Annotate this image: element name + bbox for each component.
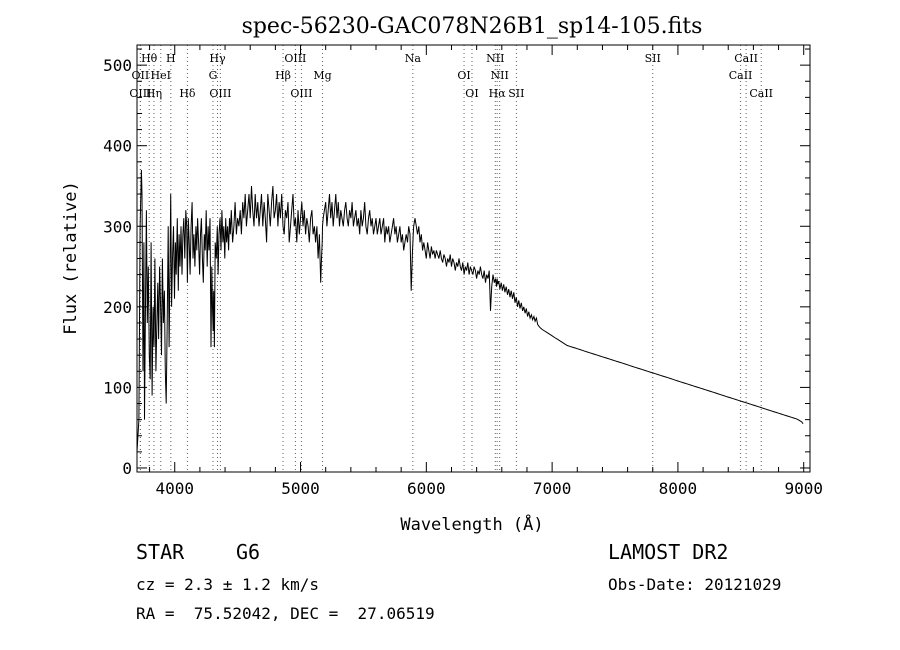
- x-tick-label: 6000: [407, 479, 446, 498]
- line-marker-label: H: [166, 52, 176, 65]
- line-marker-label: Mg: [313, 69, 331, 82]
- line-marker-label: NII: [491, 69, 509, 82]
- y-tick-label: 300: [103, 217, 132, 236]
- x-tick-label: 5000: [281, 479, 320, 498]
- plot-frame: [136, 44, 811, 473]
- x-tick-label: 7000: [533, 479, 572, 498]
- x-axis-ticks: 4000 5000 6000 7000 8000 9000: [149, 45, 823, 498]
- cz-value: cz = 2.3 ± 1.2 km/s: [136, 575, 320, 594]
- line-marker-labels: Hθ H Hγ OIII Na NII SII CaII OII HeI G Hβ Mg OI NII CaI…: [129, 52, 773, 100]
- line-marker-label: SII: [645, 52, 661, 65]
- class-label: STAR: [136, 540, 185, 564]
- line-marker-label: OI: [457, 69, 470, 82]
- line-marker-label: Hα: [489, 87, 507, 100]
- line-marker-label: CaII: [729, 69, 753, 82]
- line-marker-label: Hθ: [141, 52, 158, 65]
- spectrum-line: [136, 169, 804, 452]
- ra-dec: RA = 75.52042, DEC = 27.06519: [136, 604, 435, 623]
- line-marker-label: Hβ: [275, 69, 291, 82]
- line-marker-label: Hγ: [209, 52, 226, 65]
- obs-date: Obs-Date: 20121029: [608, 575, 782, 594]
- line-marker-label: OIII: [284, 52, 306, 65]
- x-tick-label: 4000: [155, 479, 194, 498]
- line-marker-label: OIII: [290, 87, 312, 100]
- y-tick-label: 0: [122, 459, 132, 478]
- survey-label: LAMOST DR2: [608, 540, 729, 564]
- y-axis-label: Flux (relative): [61, 181, 81, 335]
- line-marker-label: Hη: [146, 87, 162, 100]
- line-marker-label: NII: [486, 52, 504, 65]
- line-marker-label: Hδ: [179, 87, 196, 100]
- line-marker-label: OIII: [209, 87, 231, 100]
- chart-title: spec-56230-GAC078N26B1_sp14-105.fits: [242, 14, 703, 39]
- y-tick-label: 200: [103, 298, 132, 317]
- line-marker-label: OII: [132, 69, 150, 82]
- x-axis-label: Wavelength (Å): [400, 513, 543, 535]
- y-tick-label: 100: [103, 378, 132, 397]
- y-axis-ticks: 0 100 200 300 400 500: [103, 48, 810, 478]
- line-marker-label: OI: [465, 87, 478, 100]
- line-marker-label: CaII: [734, 52, 758, 65]
- line-marker-label: Na: [405, 52, 422, 65]
- x-tick-label: 9000: [784, 479, 823, 498]
- y-tick-label: 500: [103, 56, 132, 75]
- line-marker-label: OIII: [129, 87, 151, 100]
- line-marker-label: HeI: [151, 69, 171, 82]
- line-marker-label: SII: [508, 87, 524, 100]
- subclass-label: G6: [236, 540, 261, 564]
- y-tick-label: 400: [103, 137, 132, 156]
- x-tick-label: 8000: [659, 479, 698, 498]
- line-marker-label: G: [209, 69, 218, 82]
- line-marker-label: CaII: [749, 87, 773, 100]
